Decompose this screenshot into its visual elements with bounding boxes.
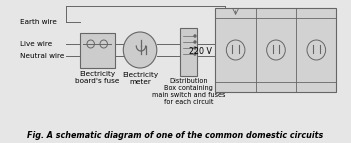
FancyBboxPatch shape — [80, 33, 115, 68]
Circle shape — [307, 40, 326, 60]
Text: Live wire: Live wire — [20, 41, 52, 47]
Circle shape — [193, 46, 196, 49]
Text: Neutral wire: Neutral wire — [20, 53, 64, 59]
Text: 220 V: 220 V — [189, 46, 212, 55]
Circle shape — [267, 40, 285, 60]
Text: Electricity
meter: Electricity meter — [122, 72, 158, 85]
Text: Earth wire: Earth wire — [20, 19, 57, 25]
Text: Distribution
Box containing
main switch and fuses
for each circuit: Distribution Box containing main switch … — [152, 78, 225, 105]
Circle shape — [193, 34, 196, 37]
FancyBboxPatch shape — [180, 28, 197, 76]
Text: Electricity
board's fuse: Electricity board's fuse — [75, 71, 119, 84]
Text: Fig. A schematic diagram of one of the common domestic circuits: Fig. A schematic diagram of one of the c… — [27, 131, 324, 140]
Circle shape — [226, 40, 245, 60]
FancyBboxPatch shape — [216, 8, 337, 92]
Circle shape — [87, 40, 94, 48]
Circle shape — [193, 40, 196, 43]
Circle shape — [193, 52, 196, 55]
Circle shape — [100, 40, 107, 48]
Circle shape — [123, 32, 157, 68]
